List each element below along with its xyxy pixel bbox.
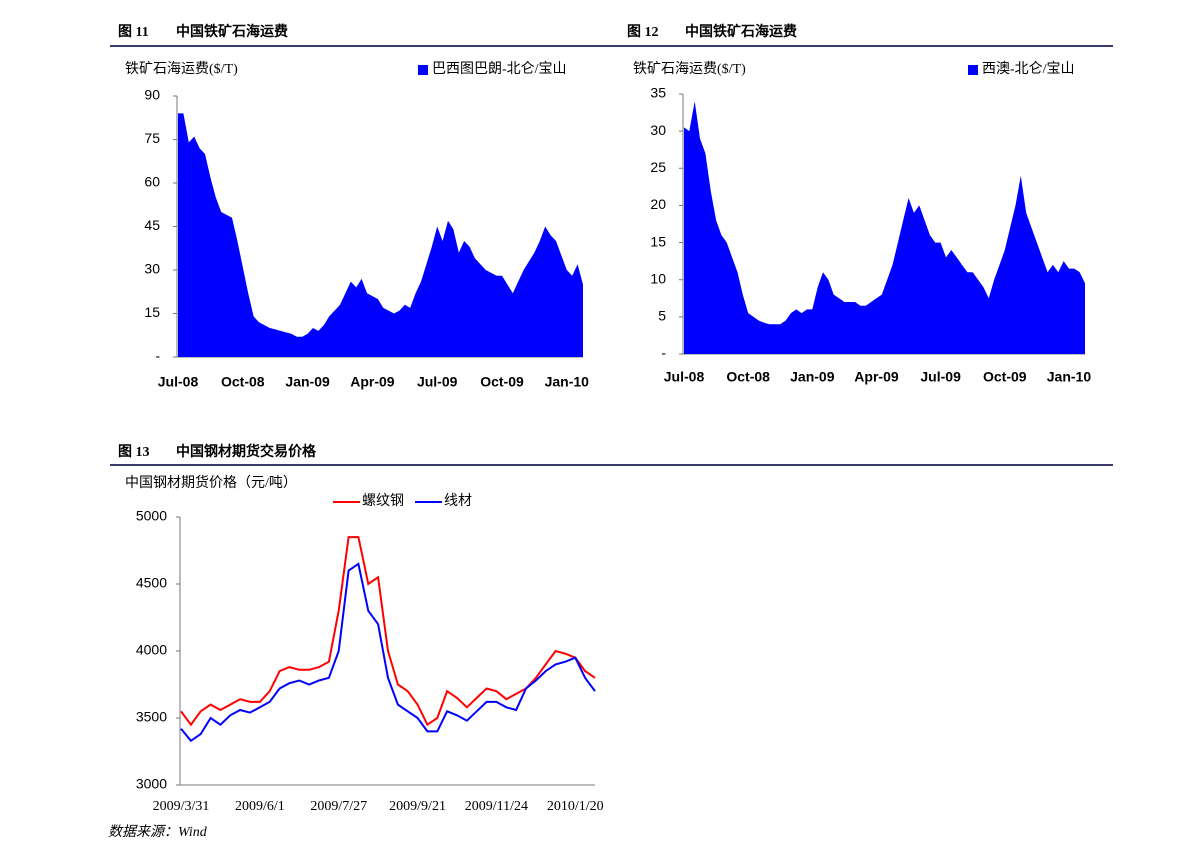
line	[180, 562, 596, 743]
y-tick-label: 5	[658, 308, 666, 324]
x-tick-label: 2009/7/27	[310, 799, 367, 814]
figure-title: 中国铁矿石海运费	[176, 23, 288, 40]
x-tick-label: Jul-08	[158, 374, 199, 390]
x-tick-label: Jan-09	[285, 374, 330, 390]
legend-label: 线材	[444, 493, 472, 509]
figure-label: 图 11	[118, 24, 149, 40]
x-tick-label: Oct-08	[726, 369, 770, 385]
x-tick-label: Jan-09	[790, 369, 835, 385]
y-axis-title: 铁矿石海运费($/T)	[633, 61, 746, 77]
x-tick-label: 2009/6/1	[235, 799, 285, 814]
y-tick-label: 3500	[136, 709, 167, 725]
y-tick-label: 25	[650, 159, 666, 175]
x-tick-label: Oct-09	[480, 374, 524, 390]
y-axis-title: 铁矿石海运费($/T)	[125, 61, 238, 77]
legend-swatch	[418, 65, 428, 75]
y-tick-label: 35	[650, 85, 666, 101]
x-tick-label: Jan-10	[1047, 369, 1092, 385]
figure-label: 图 12	[627, 24, 659, 40]
y-tick-label: 3000	[136, 776, 167, 792]
x-tick-label: Jul-08	[664, 369, 705, 385]
y-tick-label: 4500	[136, 575, 167, 591]
y-tick-label: 90	[144, 87, 160, 103]
y-tick-label: 15	[650, 233, 666, 249]
source-note: 数据来源：Wind	[108, 824, 208, 840]
x-tick-label: Oct-09	[983, 369, 1027, 385]
x-tick-label: Apr-09	[350, 374, 395, 390]
figure-label: 图 13	[118, 444, 150, 460]
y-tick-label: 60	[144, 174, 160, 190]
y-tick-label: 30	[144, 261, 160, 277]
y-axis-title: 中国钢材期货价格（元/吨）	[125, 474, 297, 491]
x-tick-label: 2009/11/24	[465, 799, 528, 814]
x-tick-label: Jul-09	[920, 369, 961, 385]
x-tick-label: Jul-09	[417, 374, 458, 390]
y-tick-label: 5000	[136, 508, 167, 524]
legend-swatch	[968, 65, 978, 75]
x-tick-label: Apr-09	[854, 369, 899, 385]
area	[178, 113, 583, 358]
legend-label: 螺纹钢	[362, 493, 404, 509]
x-tick-label: Jan-10	[545, 374, 590, 390]
y-tick-label: 45	[144, 217, 160, 233]
x-tick-label: 2009/9/21	[389, 799, 446, 814]
x-tick-label: Oct-08	[221, 374, 265, 390]
x-tick-label: 2010/1/20	[547, 799, 604, 814]
area	[684, 101, 1085, 355]
figure-title: 中国铁矿石海运费	[685, 23, 797, 40]
figure-title: 中国钢材期货交易价格	[176, 443, 317, 460]
y-tick-label: 75	[144, 130, 160, 146]
y-tick-label: 30	[650, 122, 666, 138]
y-tick-label: -	[661, 345, 666, 361]
y-tick-label: 15	[144, 304, 160, 320]
legend-label: 西澳-北仑/宝山	[982, 61, 1075, 77]
y-tick-label: 20	[650, 196, 666, 212]
y-tick-label: 10	[650, 270, 666, 286]
y-tick-label: -	[155, 348, 160, 364]
x-tick-label: 2009/3/31	[153, 799, 210, 814]
legend-label: 巴西图巴朗-北仑/宝山	[432, 61, 567, 77]
y-tick-label: 4000	[136, 642, 167, 658]
line	[180, 536, 596, 727]
